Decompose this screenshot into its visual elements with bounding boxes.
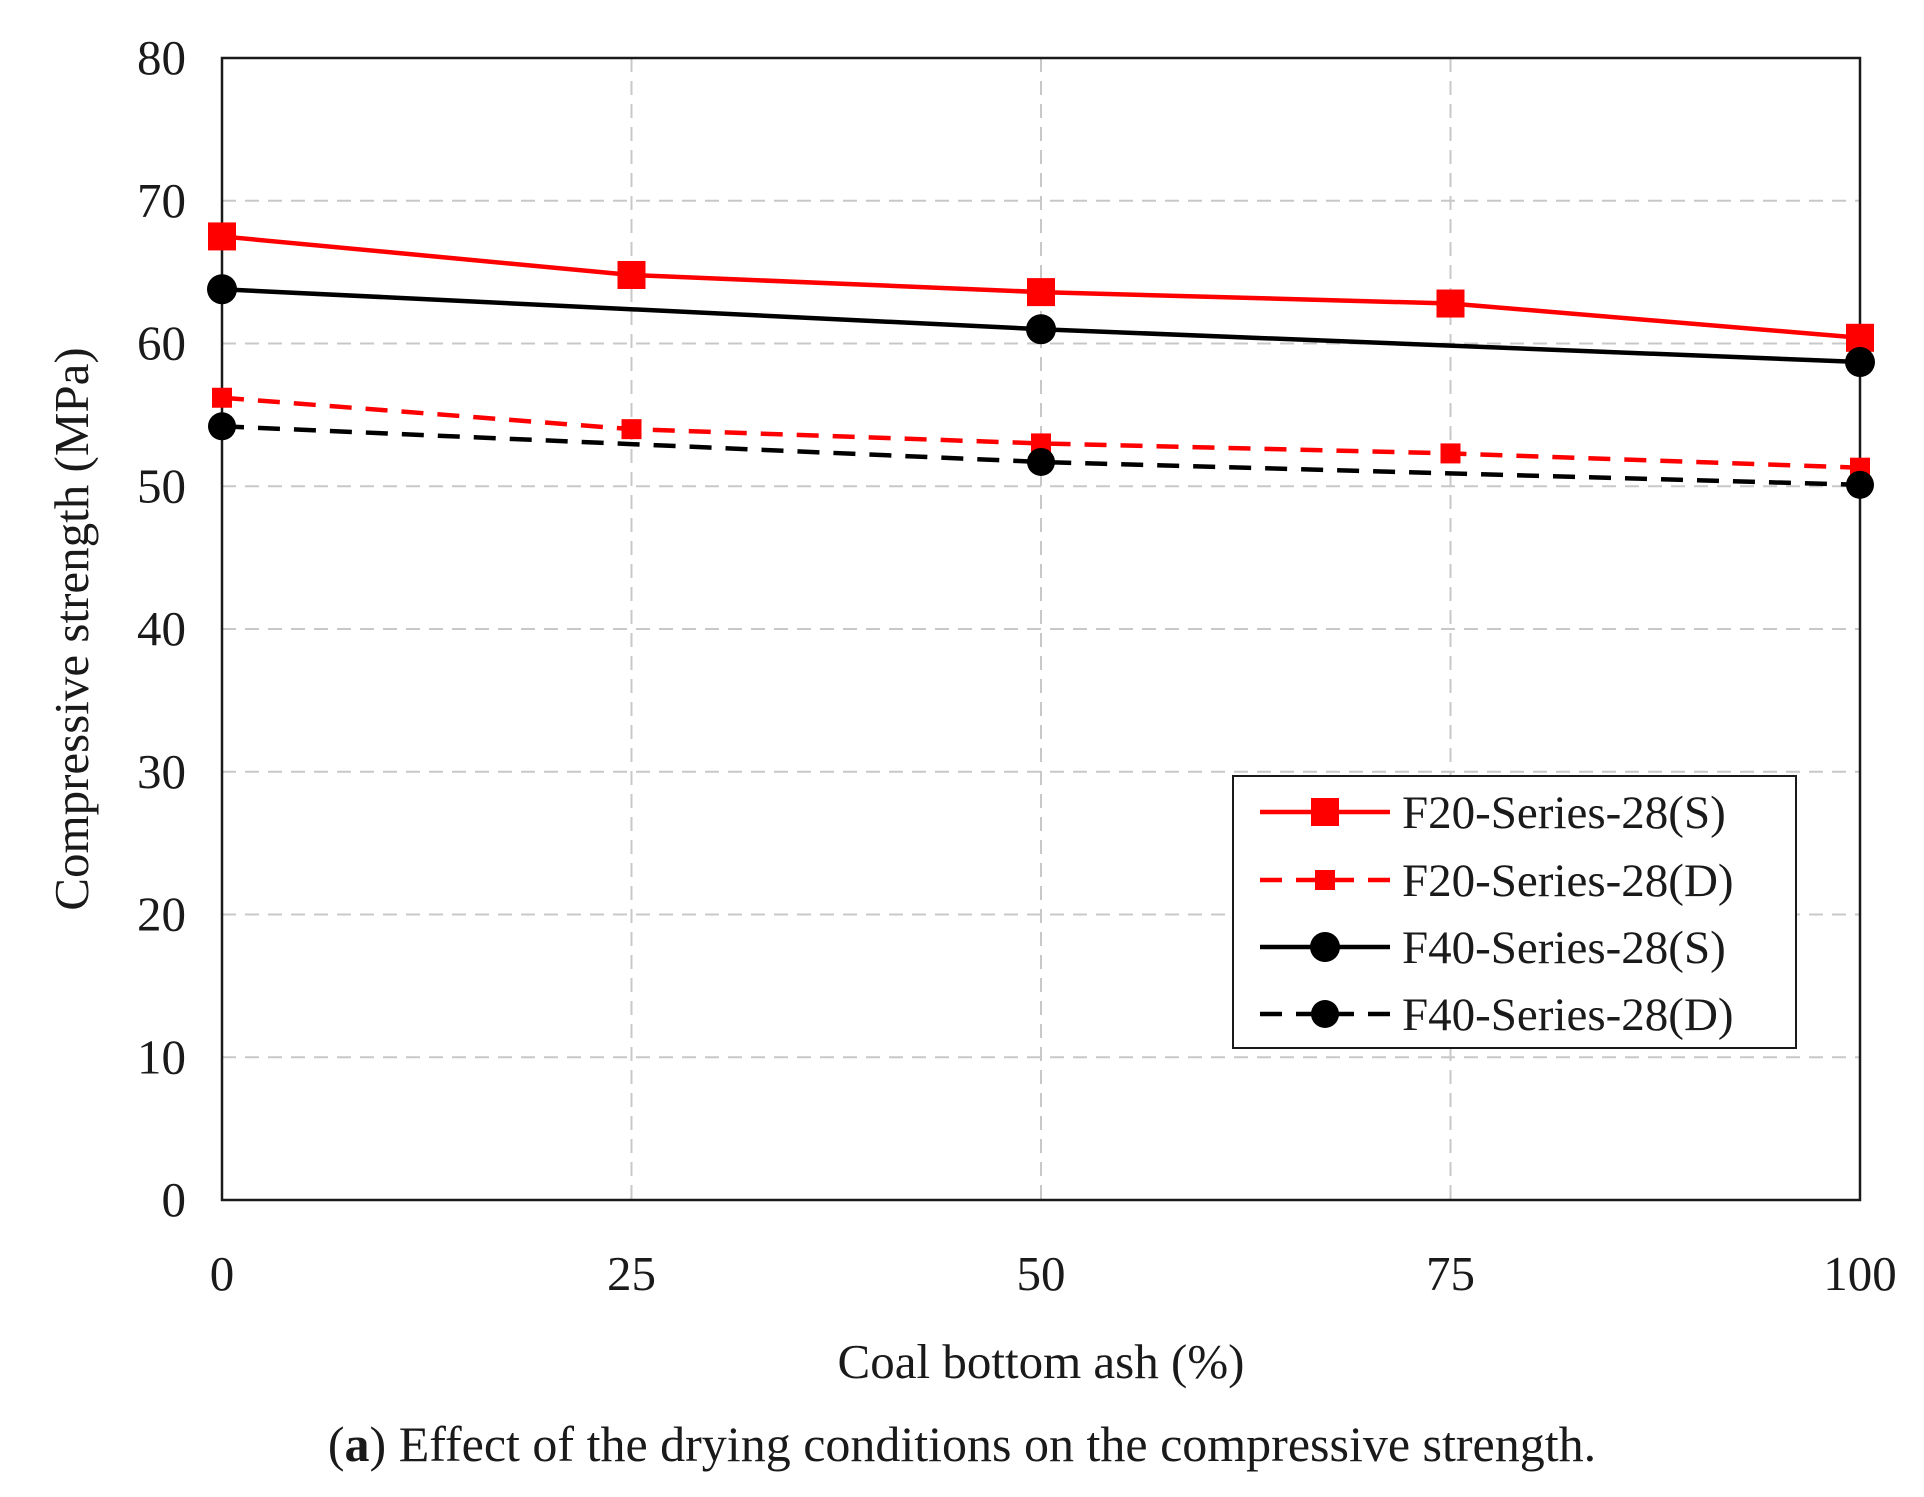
data-point [212,387,232,408]
y-axis: 0 10 20 30 40 50 60 70 80 [137,30,186,1227]
series-F20-Series-28(S) [208,222,1874,352]
y-tick-label: 20 [137,887,186,942]
x-tick-label: 0 [210,1246,235,1301]
data-point [1026,314,1056,345]
legend-label: F40-Series-28(S) [1402,922,1726,974]
x-tick-label: 25 [607,1246,656,1301]
y-tick-label: 10 [137,1029,186,1084]
data-point [1845,347,1875,378]
series-F40-Series-28(S) [207,274,1875,378]
data-point [1031,433,1051,454]
y-tick-label: 70 [137,173,186,228]
x-tick-label: 100 [1823,1246,1897,1301]
x-axis-title: Coal bottom ash (%) [838,1334,1245,1389]
series-F20-Series-28(D) [212,387,1870,478]
data-point [1310,932,1340,962]
y-tick-label: 40 [137,601,186,656]
caption-open: ( [328,1416,345,1472]
legend-item: F20-Series-28(D) [1260,855,1734,907]
legend-label: F20-Series-28(S) [1402,787,1726,839]
caption-label: a [345,1416,370,1472]
data-point [208,412,236,441]
y-tick-label: 0 [162,1172,187,1227]
series-line [221,424,1861,488]
data-point [1311,1000,1339,1028]
data-point [1846,470,1874,499]
legend-label: F20-Series-28(D) [1402,855,1734,907]
data-point [1027,278,1055,307]
legend-label: F40-Series-28(D) [1402,989,1734,1041]
y-tick-label: 30 [137,744,186,799]
data-point [1315,870,1335,890]
data-point [1311,798,1339,826]
series-F40-Series-28(D) [208,412,1874,499]
legend: F20-Series-28(S) F20-Series-28(D) F40-Seri… [1232,775,1797,1049]
data-point [621,419,642,440]
x-axis: 0 25 50 75 100 [210,1246,1897,1301]
legend-item: F20-Series-28(S) [1260,787,1726,839]
caption-text: ) Effect of the drying conditions on the… [370,1416,1597,1472]
x-tick-label: 75 [1426,1246,1475,1301]
series-line [221,395,1861,470]
data-point [208,222,236,251]
data-point [207,274,237,305]
y-tick-label: 60 [137,316,186,371]
legend-item: F40-Series-28(S) [1260,922,1726,974]
data-point [1440,443,1461,464]
series-layer [207,222,1875,499]
legend-item: F40-Series-28(D) [1260,989,1734,1041]
data-point [1027,447,1055,476]
x-tick-label: 50 [1017,1246,1066,1301]
figure-caption: (a) Effect of the drying conditions on t… [328,1416,1596,1472]
y-tick-label: 80 [137,30,186,85]
plot-frame [220,56,1862,1202]
y-tick-label: 50 [137,458,186,513]
data-point [617,260,646,289]
data-point [1436,289,1465,318]
y-axis-title: Compressive strength (MPa) [44,347,99,910]
